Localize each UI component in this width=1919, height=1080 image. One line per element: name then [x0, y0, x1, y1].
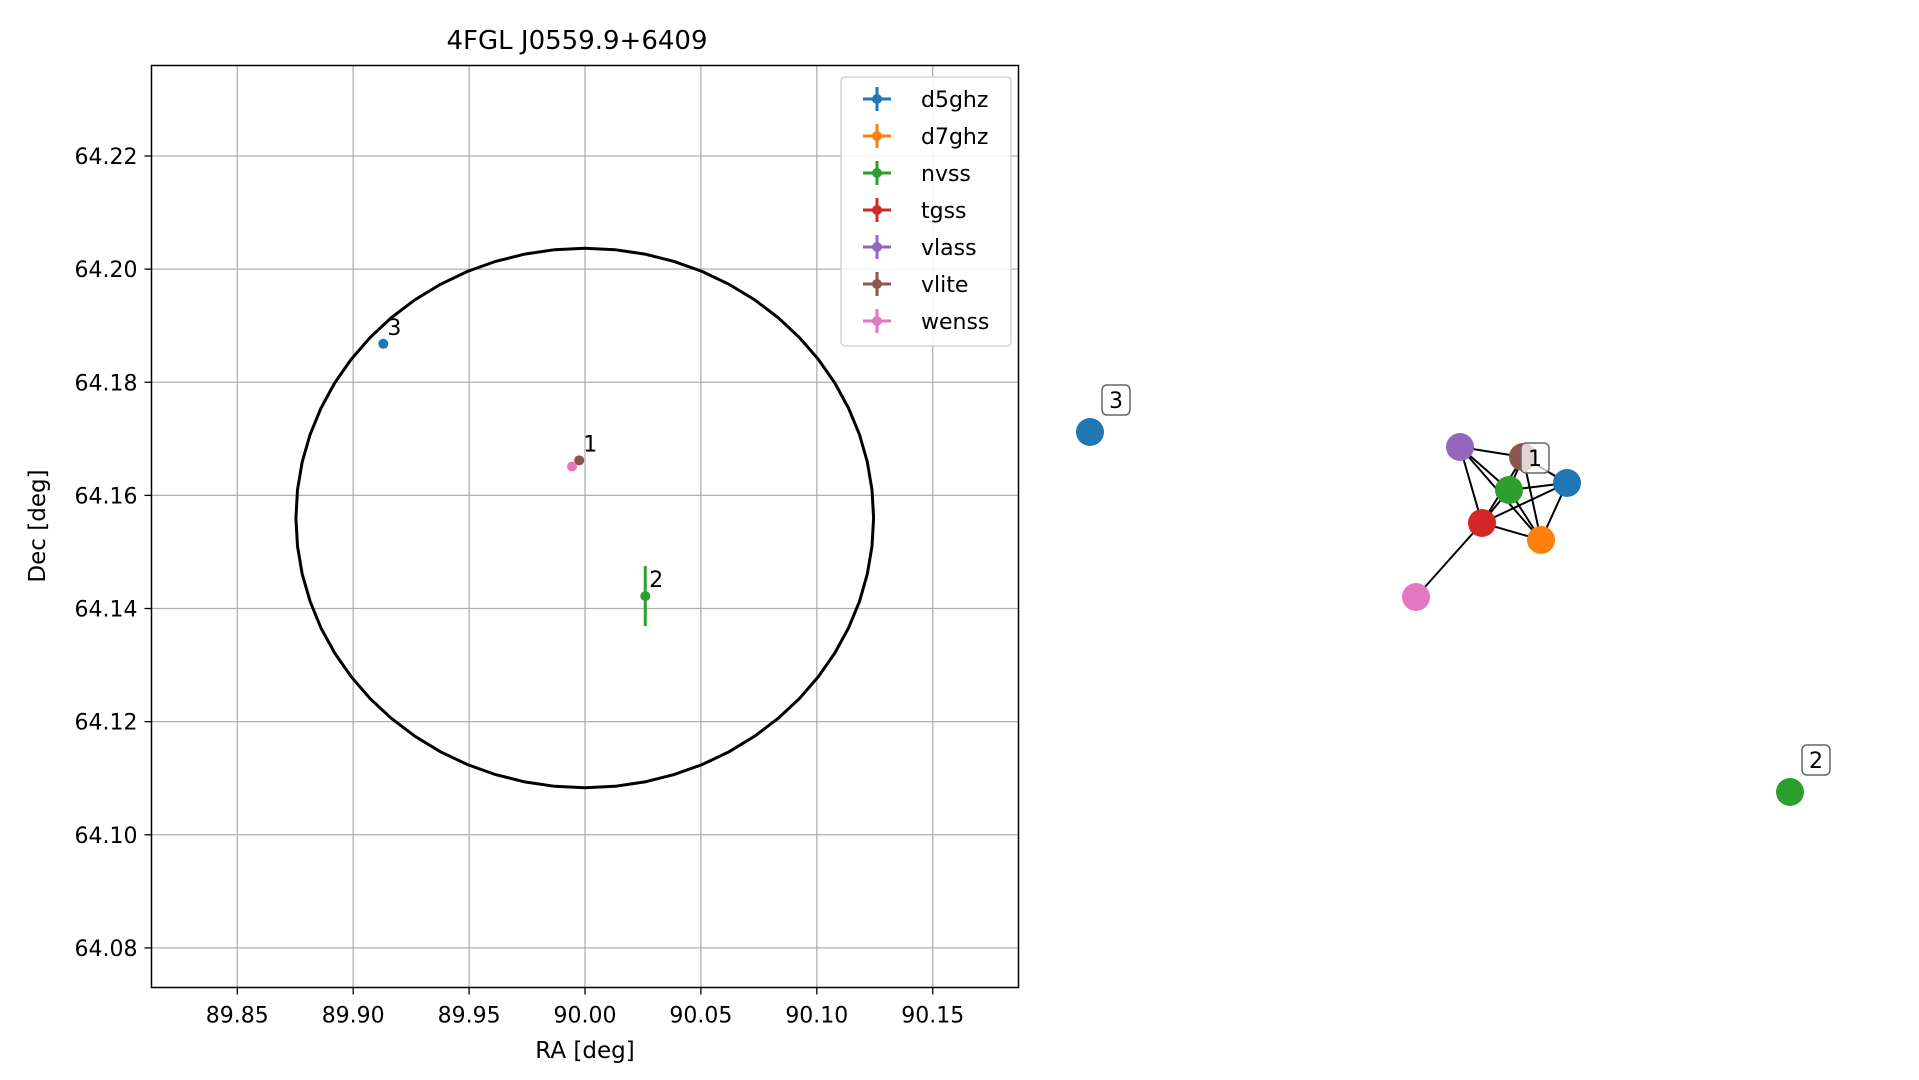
- legend: d5ghz d7ghz nvss tgss vlass vlite wenss: [840, 76, 1012, 347]
- point-d5ghz: [378, 338, 389, 349]
- x-tick-label: 89.90: [322, 1004, 385, 1029]
- legend-marker-tgss: [872, 205, 882, 215]
- point-vlite: [574, 455, 585, 466]
- graph-node-label-box: [1520, 442, 1550, 474]
- chart-title: 4FGL J0559.9+6409: [447, 26, 708, 56]
- nodes-layer: 3 1 2: [1076, 384, 1831, 806]
- graph-edge: [1481, 482, 1568, 524]
- point-annotation: 3: [387, 316, 401, 341]
- x-axis-label: RA [deg]: [535, 1038, 634, 1064]
- graph-node-tgss: [1468, 509, 1496, 537]
- y-tick-label: 64.08: [75, 937, 138, 962]
- x-tick-label: 90.05: [669, 1004, 732, 1029]
- legend-label-tgss: tgss: [921, 199, 967, 224]
- graph-node-label: 1: [1528, 447, 1542, 472]
- legend-marker-d5ghz: [872, 94, 882, 104]
- legend-label-wenss: wenss: [921, 310, 989, 335]
- legend-marker-nvss: [872, 168, 882, 178]
- y-tick-label: 64.18: [75, 371, 138, 396]
- legend-marker-vlite: [872, 279, 882, 289]
- legend-label-d7ghz: d7ghz: [921, 125, 988, 150]
- legend-label-nvss: nvss: [921, 162, 971, 187]
- x-tick-label: 89.95: [438, 1004, 501, 1029]
- x-tick-label: 89.85: [206, 1004, 269, 1029]
- graph-node-label: 2: [1809, 749, 1823, 774]
- y-axis: 64.08 64.10 64.12 64.14 64.16 64.18 64.20 64.22: [75, 145, 152, 962]
- graph-node-label-box: [1101, 384, 1131, 416]
- points-layer: 1 2 3: [378, 316, 663, 627]
- y-axis-label: Dec [deg]: [25, 469, 51, 582]
- error-ellipse: [294, 246, 876, 790]
- y-tick-label: 64.10: [75, 824, 138, 849]
- error-ellipse-layer: [294, 246, 876, 790]
- y-tick-label: 64.16: [75, 484, 138, 509]
- graph-node-label-box: [1801, 744, 1831, 776]
- x-tick-label: 90.00: [554, 1004, 617, 1029]
- point-annotation: 1: [583, 432, 597, 457]
- x-tick-label: 90.10: [785, 1004, 848, 1029]
- legend-label-vlite: vlite: [921, 273, 968, 298]
- point-nvss: [640, 591, 651, 602]
- legend-marker-vlass: [872, 242, 882, 252]
- y-tick-label: 64.22: [75, 145, 138, 170]
- legend-marker-wenss: [872, 316, 882, 326]
- graph-node-wenss: [1402, 583, 1430, 611]
- graph-node-nvss-2: [1776, 778, 1804, 806]
- graph-node-label: 3: [1109, 389, 1123, 414]
- legend-marker-d7ghz: [872, 131, 882, 141]
- x-tick-label: 90.15: [901, 1004, 964, 1029]
- y-tick-label: 64.12: [75, 711, 138, 736]
- graph-edge: [1415, 522, 1483, 598]
- graph-node-nvss-1: [1495, 476, 1523, 504]
- legend-label-vlass: vlass: [921, 236, 977, 261]
- y-tick-label: 64.20: [75, 258, 138, 283]
- point-annotation: 2: [649, 568, 663, 593]
- graph-node-d7ghz: [1527, 526, 1555, 554]
- x-axis: 89.85 89.90 89.95 90.00 90.05 90.10 90.15: [206, 987, 964, 1029]
- graph-node-vlass: [1446, 433, 1474, 461]
- point-wenss: [567, 461, 578, 472]
- y-tick-label: 64.14: [75, 598, 138, 623]
- graph-node-d5ghz-3: [1076, 418, 1104, 446]
- legend-label-d5ghz: d5ghz: [921, 88, 988, 113]
- network-graph: 3 1 2: [1076, 384, 1831, 806]
- legend-box: [840, 76, 1012, 347]
- graph-node-d5ghz-1: [1553, 469, 1581, 497]
